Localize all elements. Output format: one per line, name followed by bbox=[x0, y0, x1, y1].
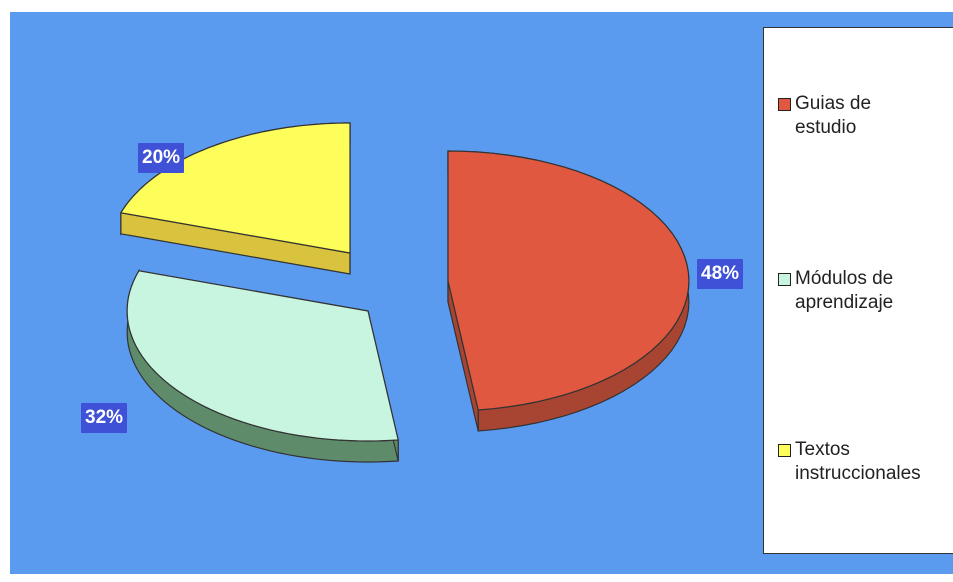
pie-slice-modulos bbox=[126, 268, 399, 463]
data-label-modulos: 32% bbox=[81, 403, 128, 433]
legend-swatch-textos bbox=[778, 444, 791, 457]
pie-slice-top-guias bbox=[447, 150, 690, 411]
data-label-guias: 48% bbox=[697, 259, 744, 289]
legend-item-textos: Textos instruccionales bbox=[778, 438, 921, 486]
legend-label-guias: Guias de estudio bbox=[795, 93, 872, 138]
pie-slice-textos bbox=[119, 122, 351, 275]
chart-legend: Guias de estudio Módulos de aprendizaje … bbox=[763, 27, 953, 554]
legend-label-textos: Textos instruccionales bbox=[795, 439, 921, 484]
legend-label-modulos: Módulos de aprendizaje bbox=[795, 268, 894, 313]
legend-swatch-guias bbox=[778, 98, 791, 111]
data-label-textos: 20% bbox=[138, 143, 185, 173]
pie-slice-guias bbox=[447, 150, 690, 432]
pie-slice-top-textos bbox=[119, 122, 351, 254]
pie-slice-top-modulos bbox=[126, 270, 399, 442]
legend-item-modulos: Módulos de aprendizaje bbox=[778, 267, 893, 315]
legend-item-guias: Guias de estudio bbox=[778, 92, 871, 140]
legend-swatch-modulos bbox=[778, 273, 791, 286]
